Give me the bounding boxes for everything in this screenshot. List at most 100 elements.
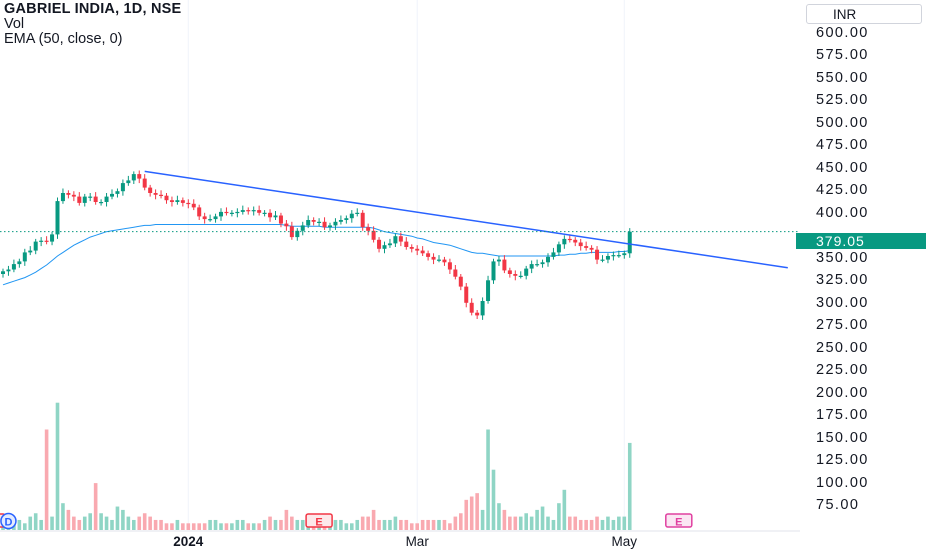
candle-body [153, 193, 158, 195]
volume-bar [191, 523, 196, 530]
candle [169, 196, 174, 207]
event-marker-e: E [305, 513, 333, 529]
price-axis-label: 250.00 [816, 339, 869, 356]
candle-body [524, 268, 529, 276]
candle-body [33, 241, 38, 251]
symbol-title[interactable]: GABRIEL INDIA, 1D, NSE [4, 1, 182, 17]
candle [627, 228, 632, 258]
candle [262, 210, 267, 217]
volume-bar [213, 519, 218, 530]
candle [99, 199, 104, 206]
price-axis-label: 100.00 [816, 474, 869, 491]
volume-indicator-label[interactable]: Vol [4, 16, 25, 32]
ema-line [2, 224, 630, 286]
candle-body [491, 261, 496, 281]
candle-body [556, 244, 561, 253]
candle [338, 215, 343, 225]
price-axis-label: 75.00 [816, 497, 860, 514]
candle-body [175, 200, 180, 202]
candle [246, 207, 251, 215]
time-axis-label: May [612, 534, 638, 549]
candle [578, 238, 583, 251]
volume-bar [224, 523, 229, 530]
volume-bar [611, 519, 616, 530]
volume-bar [355, 519, 360, 530]
candle-body [60, 193, 65, 202]
volume-bar [600, 519, 605, 530]
candle [137, 170, 142, 184]
volume-bar [518, 516, 523, 530]
volume-bar [491, 469, 496, 530]
candle-body [616, 255, 621, 257]
price-axis-label: 300.00 [816, 294, 869, 311]
candle-body [246, 210, 251, 212]
candle-body [338, 220, 343, 222]
candle-body [137, 174, 142, 179]
candle-body [529, 264, 534, 269]
volume-bar [557, 503, 561, 530]
candle [513, 270, 518, 281]
candle-body [88, 196, 93, 198]
candle-body [115, 191, 120, 194]
candle [229, 210, 234, 217]
volume-bar [93, 483, 98, 530]
candle-body [262, 212, 267, 214]
candle-body [349, 213, 354, 219]
volume-bar [170, 523, 174, 530]
candle [240, 205, 245, 215]
price-axis-label: 275.00 [816, 317, 869, 334]
volume-bar [546, 516, 550, 530]
candle [164, 193, 169, 204]
earnings-marker [665, 513, 693, 528]
candle-body [458, 276, 463, 287]
candle [284, 220, 289, 231]
price-axis-label: 350.00 [816, 249, 869, 266]
ema-indicator-label[interactable]: EMA (50, close, 0) [4, 31, 123, 47]
volume-bar [573, 516, 578, 530]
candle [491, 258, 496, 284]
price-chart[interactable]: EDEE2024MarMay [0, 0, 800, 550]
candle-body [496, 259, 501, 262]
candle [191, 199, 196, 211]
candle-body [311, 220, 316, 222]
candle [22, 248, 27, 266]
candle-body [213, 216, 218, 220]
volume-bar [350, 523, 354, 530]
volume-bar [627, 442, 632, 530]
currency-label[interactable]: INR [806, 4, 922, 24]
volume-bar [437, 519, 441, 530]
volume-bar [502, 509, 507, 530]
volume-bar [535, 509, 539, 530]
time-axis-label: 2024 [173, 534, 204, 549]
volume-bar [186, 523, 191, 530]
event-marker-label: E [315, 517, 322, 529]
volume-bar [262, 519, 267, 530]
candle-body [551, 252, 556, 257]
candle [50, 231, 55, 246]
candle [153, 189, 158, 200]
volume-bar [584, 519, 588, 530]
candle [55, 197, 60, 239]
candle-body [328, 225, 332, 228]
volume-bar [17, 519, 22, 530]
candle [39, 237, 44, 247]
candle [556, 241, 561, 256]
candle [546, 253, 550, 267]
candle-body [77, 196, 82, 203]
candle-body [595, 249, 600, 260]
candle-body [600, 259, 605, 261]
volume-bar [393, 516, 398, 530]
candle [535, 259, 540, 267]
candle-body [257, 210, 262, 213]
volume-bar [126, 516, 131, 530]
candle [366, 223, 371, 236]
volume-bar [513, 516, 518, 530]
event-marker-label: E [675, 517, 682, 529]
volume-bar [33, 513, 38, 530]
candle-body [578, 242, 583, 247]
candle-body [110, 193, 114, 197]
volume-bar [99, 513, 103, 530]
last-price-label: 379.05 [796, 233, 926, 249]
candle-body [322, 221, 327, 228]
volume-bar [44, 429, 49, 530]
